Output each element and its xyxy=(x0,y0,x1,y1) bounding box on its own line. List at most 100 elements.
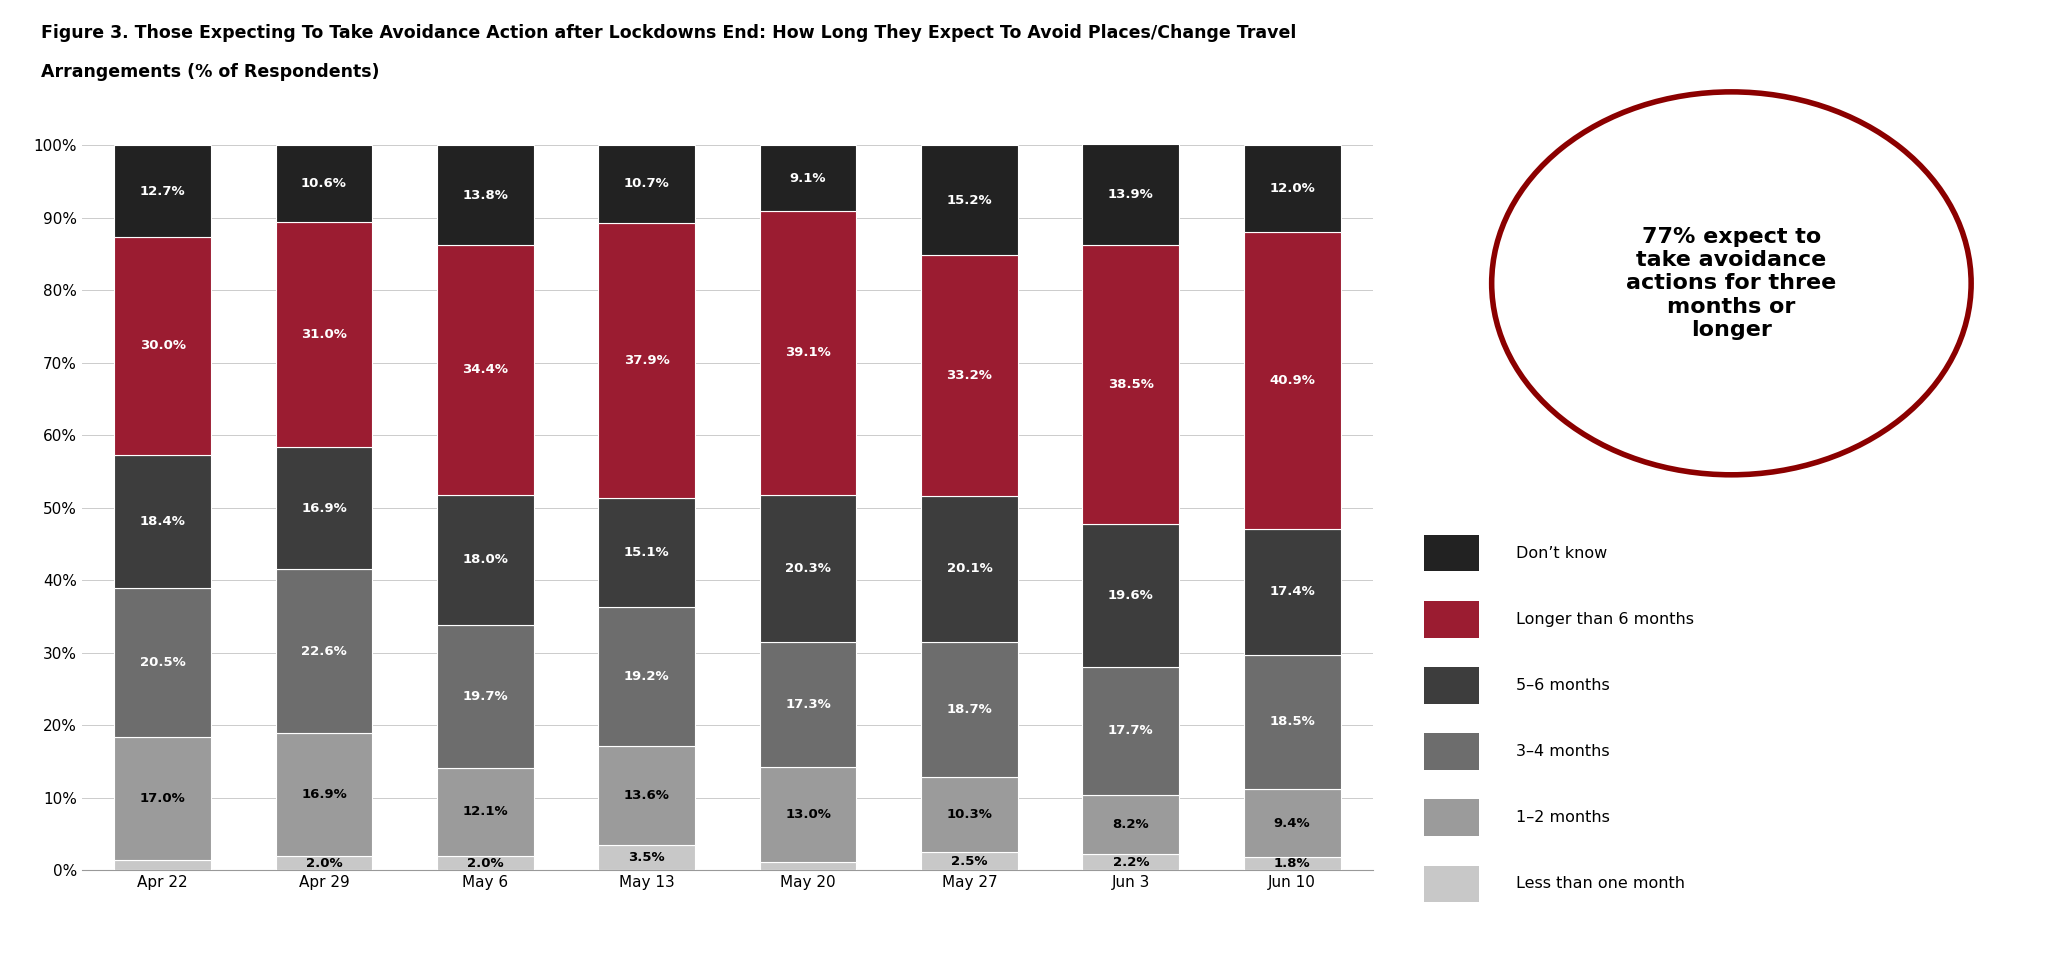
Text: 19.7%: 19.7% xyxy=(463,690,508,703)
Text: 19.6%: 19.6% xyxy=(1109,589,1154,601)
Bar xyxy=(436,145,533,246)
Bar xyxy=(1244,655,1340,789)
Text: 5–6 months: 5–6 months xyxy=(1516,678,1611,693)
Bar xyxy=(1424,667,1479,704)
Bar xyxy=(1244,857,1340,870)
Bar xyxy=(115,588,211,737)
Bar xyxy=(115,454,211,588)
Text: 13.0%: 13.0% xyxy=(785,808,832,821)
Bar xyxy=(436,246,533,495)
Bar xyxy=(275,733,373,856)
Bar xyxy=(436,495,533,626)
Text: 19.2%: 19.2% xyxy=(623,670,670,683)
Bar xyxy=(1424,800,1479,835)
Text: 12.1%: 12.1% xyxy=(463,806,508,818)
Bar xyxy=(1082,144,1180,245)
Text: 10.6%: 10.6% xyxy=(301,177,346,190)
Text: 20.1%: 20.1% xyxy=(947,563,992,575)
Bar xyxy=(598,747,695,845)
Text: 22.6%: 22.6% xyxy=(301,645,346,658)
Bar xyxy=(1082,795,1180,855)
Bar xyxy=(1082,524,1180,666)
Text: 17.0%: 17.0% xyxy=(139,792,186,805)
Text: 15.2%: 15.2% xyxy=(947,193,992,207)
Text: 13.8%: 13.8% xyxy=(463,189,508,201)
Text: 17.7%: 17.7% xyxy=(1109,724,1154,737)
Text: 2.0%: 2.0% xyxy=(305,857,342,869)
Text: 33.2%: 33.2% xyxy=(947,369,992,382)
Bar xyxy=(760,642,856,768)
Bar xyxy=(1244,145,1340,232)
Text: 18.5%: 18.5% xyxy=(1268,716,1315,728)
Bar xyxy=(1244,529,1340,655)
Bar xyxy=(598,845,695,870)
Bar xyxy=(436,768,533,856)
Text: 3–4 months: 3–4 months xyxy=(1516,744,1611,759)
Bar xyxy=(1424,535,1479,571)
Text: 12.7%: 12.7% xyxy=(139,185,186,197)
Bar xyxy=(922,496,1018,642)
Text: 17.3%: 17.3% xyxy=(785,698,832,711)
Bar xyxy=(922,852,1018,870)
Bar xyxy=(1244,232,1340,529)
Text: 18.0%: 18.0% xyxy=(463,553,508,567)
Text: 39.1%: 39.1% xyxy=(785,346,832,360)
Text: 2.5%: 2.5% xyxy=(951,855,988,867)
Text: 10.3%: 10.3% xyxy=(947,808,992,821)
Bar xyxy=(1082,855,1180,870)
Bar xyxy=(922,255,1018,496)
Text: Less than one month: Less than one month xyxy=(1516,876,1684,892)
Text: 2.2%: 2.2% xyxy=(1113,856,1149,868)
Text: 8.2%: 8.2% xyxy=(1113,818,1149,831)
Bar xyxy=(275,570,373,733)
Text: 18.4%: 18.4% xyxy=(139,515,186,528)
Text: 1.8%: 1.8% xyxy=(1274,858,1311,870)
Bar xyxy=(115,861,211,870)
Bar xyxy=(1082,246,1180,524)
Text: 16.9%: 16.9% xyxy=(301,502,346,514)
Bar xyxy=(760,768,856,862)
Text: 18.7%: 18.7% xyxy=(947,703,992,717)
Bar xyxy=(598,607,695,747)
Bar xyxy=(436,626,533,768)
Bar xyxy=(922,642,1018,777)
Text: 1–2 months: 1–2 months xyxy=(1516,810,1611,825)
Text: 15.1%: 15.1% xyxy=(623,545,670,559)
Text: 13.9%: 13.9% xyxy=(1109,189,1154,201)
Bar xyxy=(275,221,373,447)
Bar xyxy=(922,145,1018,255)
Text: 31.0%: 31.0% xyxy=(301,328,346,340)
Text: Don’t know: Don’t know xyxy=(1516,545,1608,561)
Bar xyxy=(1082,666,1180,795)
Bar xyxy=(1424,733,1479,770)
Text: 40.9%: 40.9% xyxy=(1268,374,1315,387)
Text: Figure 3. Those Expecting To Take Avoidance Action after Lockdowns End: How Long: Figure 3. Those Expecting To Take Avoida… xyxy=(41,24,1297,43)
Text: 13.6%: 13.6% xyxy=(623,789,670,802)
Text: 37.9%: 37.9% xyxy=(623,354,670,366)
Text: 16.9%: 16.9% xyxy=(301,788,346,801)
Text: 9.1%: 9.1% xyxy=(789,171,826,185)
Bar xyxy=(598,222,695,498)
Bar xyxy=(1424,601,1479,637)
Text: 12.0%: 12.0% xyxy=(1268,182,1315,195)
Text: Arrangements (% of Respondents): Arrangements (% of Respondents) xyxy=(41,63,379,81)
Bar xyxy=(922,777,1018,852)
Bar xyxy=(598,498,695,607)
Bar xyxy=(275,145,373,221)
Bar xyxy=(760,862,856,870)
Bar xyxy=(115,237,211,454)
Bar xyxy=(115,145,211,237)
Bar xyxy=(760,145,856,211)
Text: 77% expect to
take avoidance
actions for three
months or
longer: 77% expect to take avoidance actions for… xyxy=(1627,227,1836,339)
Text: 2.0%: 2.0% xyxy=(467,857,504,869)
Bar xyxy=(760,495,856,642)
Text: 30.0%: 30.0% xyxy=(139,339,186,352)
Text: 3.5%: 3.5% xyxy=(629,851,666,864)
Bar xyxy=(1244,789,1340,857)
Text: 17.4%: 17.4% xyxy=(1268,585,1315,599)
Text: 20.5%: 20.5% xyxy=(139,656,186,669)
Text: Longer than 6 months: Longer than 6 months xyxy=(1516,612,1695,627)
Bar xyxy=(436,856,533,870)
Text: 10.7%: 10.7% xyxy=(623,177,670,190)
Text: 9.4%: 9.4% xyxy=(1274,817,1311,830)
